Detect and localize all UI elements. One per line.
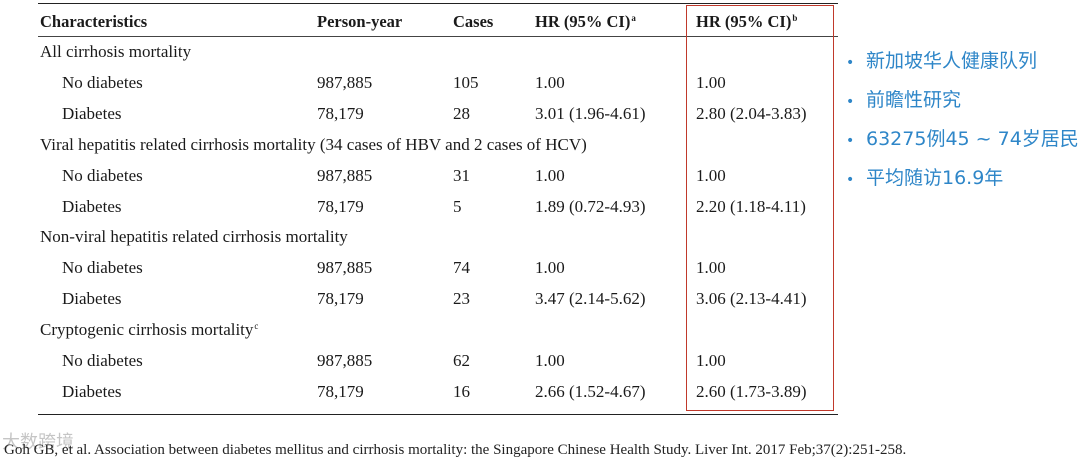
bullet-item: • 63275例45 ~ 74岁居民 — [846, 124, 1079, 151]
table-cell-hr-b: 2.60 (1.73-3.89) — [696, 381, 807, 401]
table-cell-hr-a: 2.66 (1.52-4.67) — [535, 381, 646, 401]
group-title: Cryptogenic cirrhosis mortalityc — [40, 320, 259, 340]
header-hr-a: HR (95% CI)a — [535, 12, 636, 31]
table-cell-cases: 23 — [453, 289, 470, 309]
table-cell-person-year: 78,179 — [317, 103, 364, 123]
bullet-text: 平均随访16.9年 — [866, 167, 1004, 189]
table-cell-label: No diabetes — [62, 72, 143, 92]
table-cell-person-year: 987,885 — [317, 351, 373, 370]
bullet-dot-icon: • — [846, 55, 855, 71]
bullet-item: • 前瞻性研究 — [846, 85, 961, 112]
table-cell-cases: 16 — [453, 381, 470, 401]
bullet-text: 新加坡华人健康队列 — [866, 50, 1038, 72]
table-cell-cases: 105 — [453, 72, 479, 92]
table-cell-person-year: 987,885 — [317, 165, 373, 185]
table-cell-person-year: 78,179 — [317, 381, 364, 401]
table-cell-cases: 74 — [453, 258, 470, 278]
bullet-text: 前瞻性研究 — [866, 89, 962, 111]
bullet-item: • 平均随访16.9年 — [846, 163, 1003, 190]
table-cell-label: Diabetes — [62, 103, 122, 123]
table-cell-cases: 62 — [453, 351, 470, 370]
header-cases: Cases — [453, 12, 494, 31]
table-cell-hr-a: 3.01 (1.96-4.61) — [535, 103, 646, 123]
table-cell-hr-b: 2.20 (1.18-4.11) — [696, 196, 806, 216]
table-cell-hr-b: 1.00 — [696, 258, 726, 278]
table-cell-hr-b: 2.80 (2.04-3.83) — [696, 103, 807, 123]
table-cell-hr-a: 3.47 (2.14-5.62) — [535, 289, 646, 309]
bullet-dot-icon: • — [846, 94, 855, 110]
bullet-item: • 新加坡华人健康队列 — [846, 46, 1037, 73]
bullet-text: 63275例45 ~ 74岁居民 — [866, 128, 1079, 150]
group-title: Viral hepatitis related cirrhosis mortal… — [40, 134, 587, 154]
group-title: All cirrhosis mortality — [40, 42, 192, 61]
table-cell-hr-b: 1.00 — [696, 165, 726, 185]
citation: Goh GB, et al. Association between diabe… — [4, 442, 907, 458]
table-cell-hr-a: 1.00 — [535, 258, 565, 278]
table-cell-person-year: 987,885 — [317, 258, 373, 278]
header-hr-b: HR (95% CI)b — [696, 12, 798, 31]
table-cell-person-year: 78,179 — [317, 289, 364, 309]
header-divider — [38, 36, 838, 37]
table-cell-label: Diabetes — [62, 289, 122, 309]
table-cell-label: No diabetes — [62, 351, 143, 370]
table-cell-label: No diabetes — [62, 258, 143, 278]
bullet-dot-icon: • — [846, 133, 855, 149]
header-characteristics: Characteristics — [40, 12, 148, 31]
group-title: Non-viral hepatitis related cirrhosis mo… — [40, 227, 348, 247]
table-cell-hr-b: 1.00 — [696, 72, 726, 92]
bullet-dot-icon: • — [846, 172, 855, 188]
table-cell-hr-b: 3.06 (2.13-4.41) — [696, 289, 807, 309]
table-cell-hr-a: 1.00 — [535, 351, 565, 370]
header-person-year: Person-year — [317, 12, 403, 31]
table-cell-hr-a: 1.00 — [535, 165, 565, 185]
highlight-box — [686, 5, 834, 411]
table-cell-label: No diabetes — [62, 165, 143, 185]
table-cell-cases: 31 — [453, 165, 470, 185]
watermark-logo: 大数跨境 — [2, 432, 74, 453]
table-cell-label: Diabetes — [62, 196, 122, 216]
table-cell-person-year: 987,885 — [317, 72, 373, 92]
table-cell-person-year: 78,179 — [317, 196, 364, 216]
table-cell-hr-a: 1.00 — [535, 72, 565, 92]
results-table: Characteristics Person-year Cases HR (95… — [38, 3, 838, 415]
table-cell-hr-a: 1.89 (0.72-4.93) — [535, 196, 646, 216]
table-cell-cases: 28 — [453, 103, 470, 123]
table-cell-cases: 5 — [453, 196, 462, 216]
table-cell-hr-b: 1.00 — [696, 351, 726, 370]
table-cell-label: Diabetes — [62, 381, 122, 401]
